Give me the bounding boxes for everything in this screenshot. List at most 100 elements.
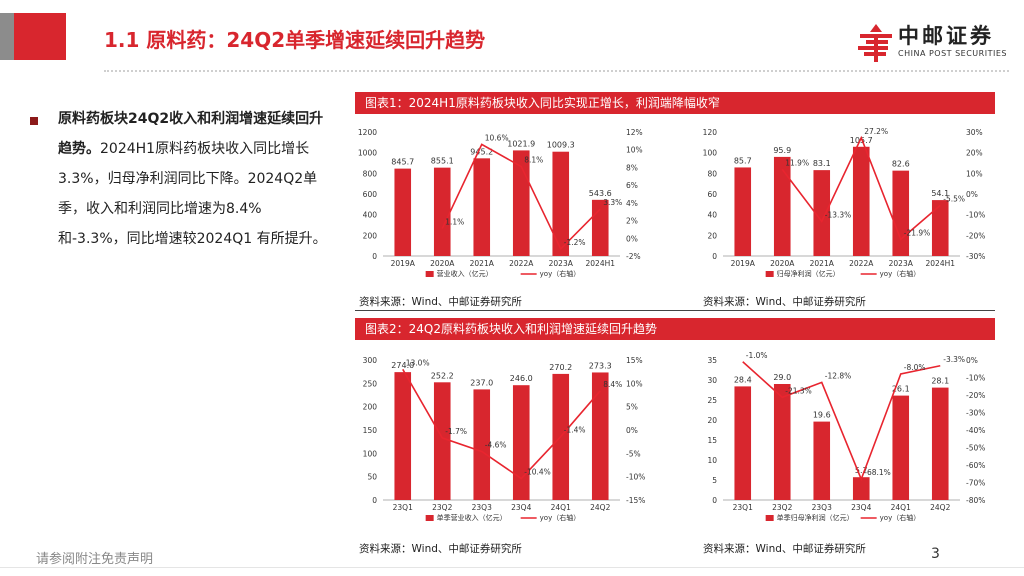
y-tick-label: 50	[367, 473, 377, 482]
y2-tick-label: -5%	[626, 449, 641, 458]
bar-data-label: 95.9	[773, 146, 791, 155]
bar	[852, 477, 870, 500]
x-tick-label: 2019A	[731, 259, 756, 268]
x-tick-label: 2022A	[509, 259, 534, 268]
y2-tick-label: 0%	[626, 426, 638, 435]
footer-divider	[0, 567, 1024, 568]
bar-data-label: 945.2	[470, 147, 493, 156]
line-data-label: -4.6%	[485, 440, 507, 449]
x-tick-label: 23Q3	[812, 503, 832, 512]
y2-tick-label: -40%	[966, 426, 985, 435]
x-tick-label: 2020A	[430, 259, 455, 268]
y2-tick-label: -15%	[626, 496, 645, 505]
legend-label-line: yoy（右轴）	[540, 269, 581, 278]
bar	[473, 389, 491, 500]
x-tick-label: 23Q1	[393, 503, 413, 512]
y-tick-label: 0	[712, 496, 717, 505]
y-tick-label: 0	[372, 252, 377, 261]
line-data-label: 10.6%	[485, 133, 509, 142]
bar-data-label: 105.7	[850, 136, 873, 145]
x-tick-label: 23Q3	[472, 503, 492, 512]
bar	[512, 385, 530, 500]
y-tick-label: 600	[363, 190, 378, 199]
bar-data-label: 274.0	[391, 361, 414, 370]
x-tick-label: 24Q2	[590, 503, 610, 512]
y2-tick-label: 8%	[626, 163, 638, 172]
y2-tick-label: -10%	[966, 211, 985, 220]
x-tick-label: 23Q1	[733, 503, 753, 512]
y2-tick-label: -20%	[966, 391, 985, 400]
bar-data-label: 845.7	[391, 158, 414, 167]
y2-tick-label: -30%	[966, 409, 985, 418]
y-tick-label: 5	[712, 476, 717, 485]
logo-subtitle: CHINA POST SECURITIES	[898, 49, 1007, 58]
summary-text: 原料药板块24Q2收入和利润增速延续回升趋势。2024H1原料药板块收入同比增长…	[58, 104, 330, 254]
source-note-1: 资料来源：Wind、中邮证券研究所	[359, 296, 522, 308]
y-tick-label: 1200	[358, 128, 377, 137]
page-title: 1.1 原料药：24Q2单季增速延续回升趋势	[104, 28, 486, 52]
bar-data-label: 5.7	[855, 466, 868, 475]
bar	[394, 372, 412, 500]
bar-data-label: 19.6	[813, 411, 831, 420]
y-tick-label: 20	[707, 231, 717, 240]
y-tick-label: 200	[363, 403, 378, 412]
summary-body: 2024H1原料药板块收入同比增长3.3%，归母净利润同比下降。2024Q2单季…	[58, 141, 327, 247]
bar-data-label: 83.1	[813, 159, 831, 168]
bar-data-label: 1009.3	[547, 141, 575, 150]
line-data-label: -1.0%	[746, 351, 768, 360]
bar	[773, 384, 791, 500]
y-tick-label: 25	[707, 396, 717, 405]
figure2-title: 图表2：24Q2原料药板块收入和利润增速延续回升趋势	[355, 318, 995, 340]
y-tick-label: 15	[707, 436, 717, 445]
bar	[552, 151, 570, 256]
line-data-label: -12.8%	[825, 371, 852, 380]
bar-data-label: 855.1	[431, 157, 454, 166]
y-tick-label: 200	[363, 231, 378, 240]
line-data-label: 27.2%	[864, 127, 888, 136]
y2-tick-label: 5%	[626, 403, 638, 412]
bar-data-label: 237.0	[470, 378, 493, 387]
bar	[394, 168, 412, 256]
line-data-label: 1.1%	[445, 218, 464, 227]
bar-data-label: 29.0	[773, 373, 791, 382]
disclaimer-link[interactable]: 请参阅附注免责声明	[36, 552, 154, 567]
y-tick-label: 400	[363, 211, 378, 220]
line-data-label: -8.0%	[904, 363, 926, 372]
x-tick-label: 2023A	[549, 259, 574, 268]
y-tick-label: 250	[363, 379, 378, 388]
y-tick-label: 30	[707, 376, 717, 385]
y-tick-label: 100	[363, 449, 378, 458]
x-tick-label: 2020A	[770, 259, 795, 268]
legend-label-bar: 归母净利润（亿元）	[777, 269, 840, 278]
bar	[813, 170, 831, 256]
x-tick-label: 24Q1	[551, 503, 571, 512]
y2-tick-label: -70%	[966, 479, 985, 488]
y2-tick-label: 15%	[626, 356, 643, 365]
bar-data-label: 82.6	[892, 160, 910, 169]
chart-profit-annual: 0 20 40 60 80 100 120 -30% -20% -10% 0% 10% 20% 30% 85…	[703, 127, 986, 278]
y2-tick-label: -20%	[966, 231, 985, 240]
bar	[892, 170, 910, 256]
header-divider	[104, 70, 1009, 72]
bullet-icon	[30, 117, 38, 125]
bar-data-label: 273.3	[589, 361, 612, 370]
bar-data-label: 246.0	[510, 374, 533, 383]
legend-label-bar: 单季营业收入（亿元）	[437, 513, 507, 522]
y2-tick-label: -50%	[966, 444, 985, 453]
bar-data-label: 543.6	[589, 189, 612, 198]
x-tick-label: 23Q2	[772, 503, 792, 512]
chart-revenue-quarterly: 0 50 100 150 200 250 300 -15% -10% -5% 0% 5% 10% 15% 2…	[363, 356, 646, 522]
y2-tick-label: 4%	[626, 199, 638, 208]
bar	[931, 200, 949, 256]
legend-label-bar: 营业收入（亿元）	[437, 269, 493, 278]
x-tick-label: 2023A	[889, 259, 914, 268]
y2-tick-label: 0%	[626, 234, 638, 243]
legend-label-bar: 单季归母净利润（亿元）	[777, 513, 854, 522]
source-note-2: 资料来源：Wind、中邮证券研究所	[703, 296, 866, 308]
bar	[473, 158, 491, 256]
y-tick-label: 60	[707, 190, 717, 199]
source-note-4: 资料来源：Wind、中邮证券研究所	[703, 543, 866, 555]
yoy-line	[781, 135, 941, 241]
y-tick-label: 120	[703, 128, 718, 137]
bar	[433, 167, 451, 256]
